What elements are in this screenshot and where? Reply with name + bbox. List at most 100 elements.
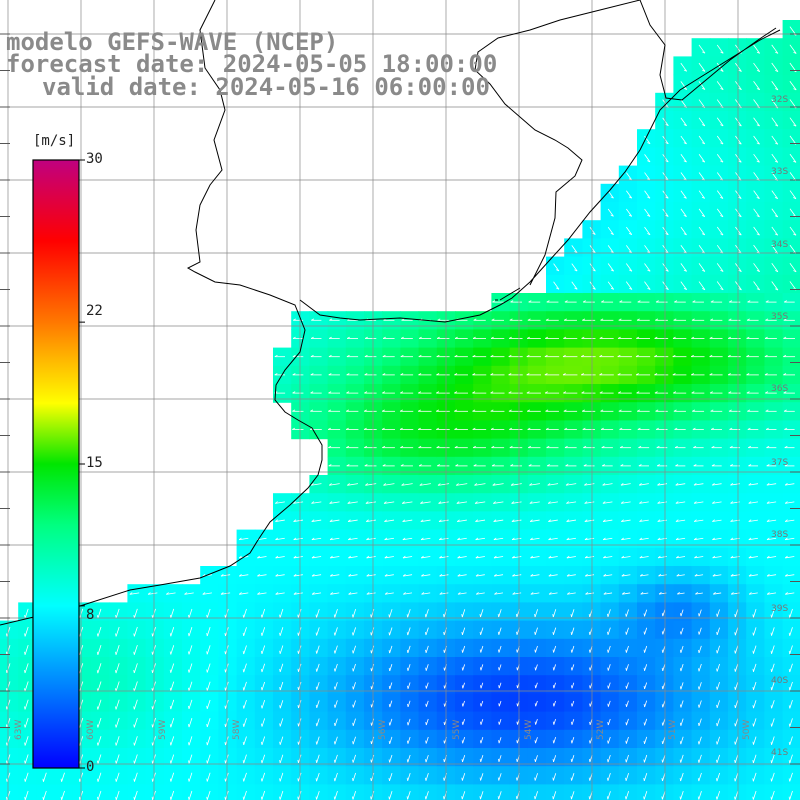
wind-arrow [385, 592, 394, 595]
wind-arrow [389, 718, 393, 726]
wind-arrow [621, 537, 631, 541]
wind-arrow [498, 664, 502, 671]
wind-arrow [662, 226, 669, 236]
wind-arrow [571, 791, 575, 800]
wind-arrow [644, 172, 651, 181]
wind-arrow-head [617, 354, 621, 358]
wind-arrow [771, 81, 779, 91]
wind-arrow [439, 556, 449, 559]
wind-arrow [133, 626, 138, 637]
wind-arrow-head [516, 685, 518, 689]
wind-arrow [771, 135, 779, 145]
wind-arrow-head [133, 724, 135, 728]
wind-arrow-head [775, 288, 779, 291]
wind-arrow [421, 592, 431, 595]
wind-arrow-head [512, 555, 515, 559]
wind-arrow [188, 608, 193, 618]
wind-arrow [680, 718, 684, 726]
wind-arrow-head [530, 592, 534, 595]
wind-arrow-head [24, 796, 26, 800]
wind-arrow [589, 226, 596, 235]
wind-arrow-head [585, 592, 589, 595]
wind-arrow-head [261, 669, 263, 673]
wind-arrow [625, 736, 629, 744]
wind-arrow-head [752, 705, 754, 709]
wind-arrow [206, 645, 211, 655]
wind-arrow-head [683, 124, 687, 127]
wind-arrow [403, 574, 413, 577]
wind-arrow-head [788, 796, 791, 800]
wind-arrow-head [400, 391, 404, 394]
wind-arrow-head [297, 686, 299, 690]
wind-arrow-head [607, 740, 609, 744]
wind-arrow-head [526, 373, 530, 376]
wind-arrow-head [439, 592, 443, 595]
wind-arrow [97, 717, 102, 728]
wind-arrow-head [188, 614, 190, 618]
wind-arrow [530, 519, 540, 522]
wind-arrow-head [582, 300, 586, 303]
wind-arrow-head [720, 51, 724, 54]
wind-arrow-head [402, 573, 406, 577]
lat-label: 36S [771, 384, 789, 394]
wind-arrow-head [206, 778, 208, 782]
wind-arrow-head [589, 721, 591, 725]
wind-arrow-head [425, 759, 427, 763]
wind-arrow [553, 281, 560, 290]
wind-arrow-head [770, 614, 772, 618]
wind-arrow-head [242, 669, 245, 673]
wind-arrow [293, 574, 303, 577]
wind-arrow-head [457, 592, 461, 595]
wind-arrow [657, 519, 667, 522]
wind-arrow-head [366, 573, 370, 577]
wind-arrow-head [515, 613, 518, 618]
wind-arrow [677, 592, 685, 595]
wind-arrow [771, 190, 779, 199]
wind-arrow [789, 645, 793, 655]
wind-arrow-head [661, 686, 664, 690]
wind-arrow-head [734, 759, 736, 763]
wind-arrow [767, 592, 777, 595]
wind-arrow-head [602, 483, 606, 486]
wind-arrow [243, 754, 247, 764]
wind-arrow [603, 556, 613, 559]
wind-arrow [261, 627, 266, 636]
wind-arrow-head [78, 796, 81, 800]
wind-arrow-head [783, 373, 787, 376]
wind-arrow-head [727, 354, 731, 358]
wind-arrow-head [24, 651, 26, 655]
wind-arrow-head [479, 777, 481, 781]
wind-arrow-head [242, 632, 245, 636]
wind-arrow-head [709, 391, 713, 394]
wind-arrow-head [625, 777, 627, 781]
wind-arrow-head [729, 445, 733, 449]
wind-arrow [771, 117, 779, 127]
wind-arrow-head [784, 519, 788, 522]
wind-arrow [771, 718, 775, 727]
wind-arrow [640, 592, 649, 595]
wind-arrow [734, 645, 739, 654]
wind-arrow [311, 556, 322, 559]
wind-arrow [97, 681, 102, 692]
wind-arrow [275, 519, 285, 522]
wind-arrow-head [788, 723, 791, 727]
wind-arrow [334, 627, 338, 636]
wind-arrow [734, 718, 739, 727]
wind-arrow [639, 537, 649, 541]
wind-arrow-head [274, 354, 278, 358]
wind-arrow [535, 737, 538, 744]
wind-arrow [680, 645, 684, 653]
wind-arrow-head [793, 124, 797, 127]
wind-arrow-head [625, 722, 627, 726]
wind-arrow-head [756, 196, 760, 199]
wind-arrow-head [765, 391, 769, 394]
wind-arrow-head [516, 740, 518, 744]
wind-arrow-head [701, 215, 705, 218]
wind-arrow [293, 501, 304, 504]
wind-arrow-head [738, 124, 742, 127]
wind-arrow-head [566, 537, 570, 541]
wind-arrow [170, 699, 175, 710]
wind-arrow-head [311, 537, 315, 541]
wind-arrow-head [774, 233, 778, 236]
wind-arrow [243, 790, 247, 800]
